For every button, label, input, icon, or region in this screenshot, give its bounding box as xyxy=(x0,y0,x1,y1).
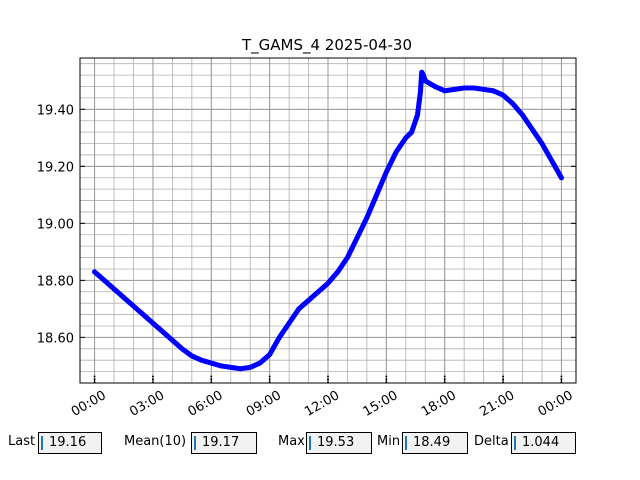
x-tick-label: 15:00 xyxy=(361,388,401,420)
cursor-caret xyxy=(41,436,43,450)
cursor-caret xyxy=(514,436,516,450)
chart: T_GAMS_4 2025-04-30 00:00 03:00 06:00 09:00… xyxy=(37,36,577,420)
stat-value-delta: 1.044 xyxy=(522,435,560,450)
cursor-caret xyxy=(194,436,196,450)
x-tick-label: 21:00 xyxy=(477,388,517,420)
y-axis: 18.60 18.80 19.00 19.20 19.40 xyxy=(37,103,576,346)
y-tick-label: 19.40 xyxy=(37,103,74,118)
stat-field-delta[interactable]: 1.044 xyxy=(511,432,576,454)
x-tick-label: 06:00 xyxy=(186,388,226,420)
x-minor-tick-dot xyxy=(93,375,96,378)
stat-value-max: 19.53 xyxy=(317,435,355,450)
x-minor-tick-dot xyxy=(268,375,271,378)
x-tick-label: 00:00 xyxy=(536,388,576,420)
x-minor-tick-dot xyxy=(268,378,271,381)
major-grid xyxy=(80,58,576,383)
x-minor-tick-dot xyxy=(443,378,446,381)
x-tick-label: 12:00 xyxy=(302,388,342,420)
x-minor-tick-dot xyxy=(385,378,388,381)
x-minor-tick-dot xyxy=(93,381,96,384)
x-minor-tick-dot xyxy=(210,381,213,384)
x-minor-tick-dot xyxy=(502,375,505,378)
data-point xyxy=(558,175,565,181)
x-minor-tick-dot xyxy=(385,375,388,378)
x-minor-tick-dot xyxy=(210,375,213,378)
stat-label-mean: Mean(10) xyxy=(124,434,187,449)
data-points xyxy=(91,69,565,372)
cursor-caret xyxy=(309,436,311,450)
x-axis: 00:00 03:00 06:00 09:00 12:00 15:00 18:00 21:00… xyxy=(69,375,576,420)
x-minor-tick-dot xyxy=(502,378,505,381)
stat-value-min: 18.49 xyxy=(413,435,451,450)
x-minor-tick-dot xyxy=(151,378,154,381)
x-minor-tick-dot xyxy=(560,381,563,384)
y-tick-label: 18.60 xyxy=(37,331,74,346)
stat-field-min[interactable]: 18.49 xyxy=(402,432,468,454)
x-minor-tick-dot xyxy=(93,378,96,381)
x-minor-tick-dot xyxy=(327,375,329,378)
x-tick-label: 18:00 xyxy=(419,388,459,420)
stat-label-last: Last xyxy=(8,434,36,449)
y-tick-label: 18.80 xyxy=(37,274,74,289)
x-minor-tick-dot xyxy=(151,375,154,378)
y-tick-label: 19.00 xyxy=(37,217,74,232)
x-minor-tick-dot xyxy=(560,378,563,381)
stat-field-last[interactable]: 19.16 xyxy=(38,432,102,454)
stat-field-mean[interactable]: 19.17 xyxy=(191,432,257,454)
x-minor-tick-dot xyxy=(385,381,388,384)
x-minor-tick-dot xyxy=(268,381,271,384)
x-minor-tick-dot xyxy=(327,378,329,381)
x-minor-tick-dot xyxy=(560,375,563,378)
stat-label-min: Min xyxy=(377,434,401,449)
stat-label-max: Max xyxy=(278,434,305,449)
x-tick-label: 00:00 xyxy=(69,388,109,420)
stat-label-delta: Delta xyxy=(474,434,509,449)
stat-field-max[interactable]: 19.53 xyxy=(306,432,372,454)
stat-value-last: 19.16 xyxy=(49,435,87,450)
x-minor-tick-dot xyxy=(151,381,154,384)
x-minor-tick-dot xyxy=(327,381,329,384)
chart-title: T_GAMS_4 2025-04-30 xyxy=(241,36,412,55)
x-minor-tick-dot xyxy=(443,375,446,378)
x-minor-tick-dot xyxy=(443,381,446,384)
cursor-caret xyxy=(405,436,407,450)
x-tick-label: 03:00 xyxy=(127,388,167,420)
x-minor-tick-dot xyxy=(502,381,505,384)
x-minor-tick-dot xyxy=(210,378,213,381)
x-tick-label: 09:00 xyxy=(244,388,284,420)
stat-value-mean: 19.17 xyxy=(202,435,240,450)
y-tick-label: 19.20 xyxy=(37,160,74,175)
